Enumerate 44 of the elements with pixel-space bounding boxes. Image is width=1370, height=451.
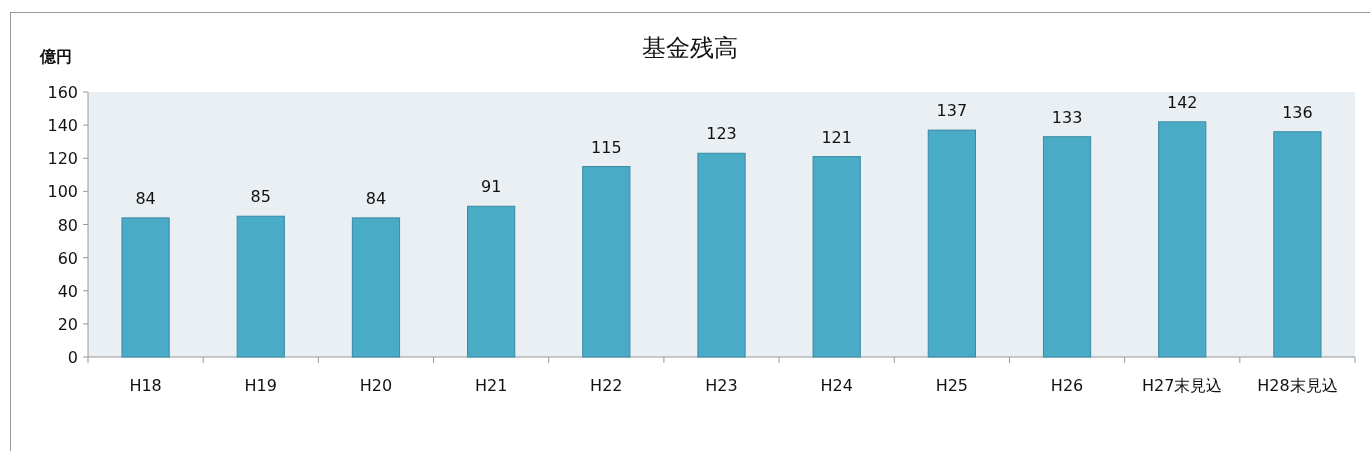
y-tick-label: 80: [57, 215, 78, 235]
y-axis-title: 億円: [39, 47, 72, 66]
y-tick-label: 40: [57, 281, 78, 301]
data-label: 121: [821, 127, 852, 147]
x-tick-label: H19: [244, 376, 277, 395]
bar: [812, 156, 861, 358]
data-label: 115: [591, 137, 622, 157]
x-tick-label: H23: [705, 376, 738, 395]
y-tick-label: 160: [47, 83, 78, 102]
y-tick-label: 0: [67, 348, 78, 367]
data-label: 133: [1051, 107, 1083, 127]
y-tick-label: 120: [47, 149, 78, 169]
x-tick-label: H28末見込: [1257, 376, 1338, 395]
bar: [1042, 136, 1092, 358]
data-label: 137: [936, 101, 968, 121]
x-tick-label: H22: [590, 376, 623, 395]
bar: [582, 166, 631, 358]
data-label: 85: [250, 187, 271, 207]
y-tick-label: 20: [57, 314, 78, 334]
x-tick-label: H21: [474, 376, 508, 395]
x-tick-label: H20: [359, 376, 393, 395]
x-tick-label: H26: [1050, 376, 1084, 395]
y-tick-label: 140: [47, 116, 78, 136]
bar: [697, 152, 746, 358]
data-label: 142: [1166, 92, 1198, 112]
bar: [467, 205, 516, 358]
y-tick-label: 60: [57, 248, 78, 268]
bar: [351, 217, 401, 358]
x-tick-label: H18: [129, 376, 162, 395]
data-label: 123: [706, 124, 737, 144]
bar: [236, 215, 285, 358]
bar: [121, 217, 170, 358]
data-label: 84: [135, 188, 156, 208]
data-label: 84: [365, 188, 387, 208]
data-label: 91: [480, 177, 502, 197]
bar: [1158, 121, 1207, 358]
x-tick-label: H27末見込: [1142, 376, 1223, 395]
data-label: 136: [1282, 102, 1313, 122]
bar: [1273, 131, 1322, 358]
bar: [927, 129, 976, 358]
chart-title: 基金残高: [642, 34, 738, 62]
y-tick-label: 100: [47, 182, 78, 202]
x-tick-label: H24: [820, 376, 853, 395]
x-tick-label: H25: [935, 376, 969, 395]
